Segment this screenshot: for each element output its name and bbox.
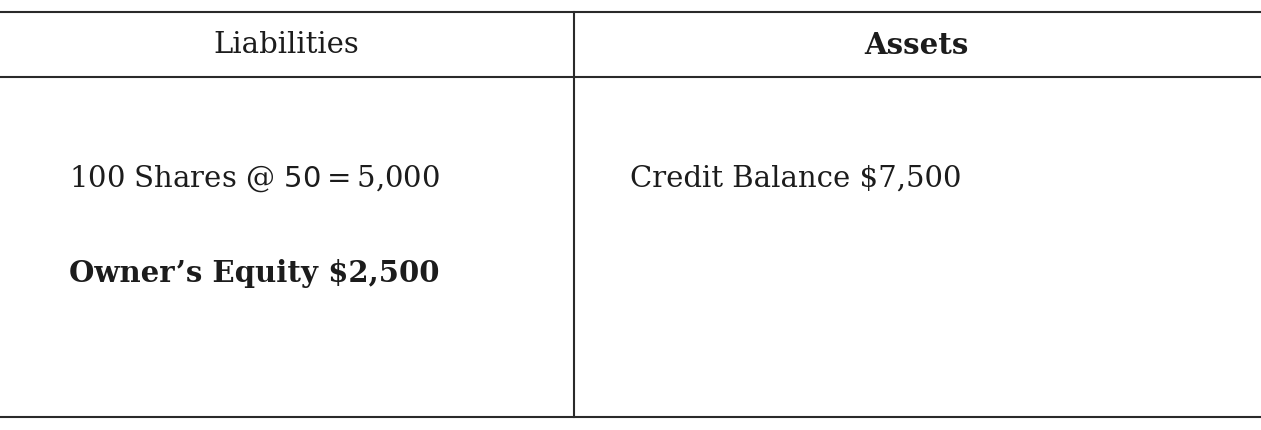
Text: 100 Shares @ $50 = $5,000: 100 Shares @ $50 = $5,000 (69, 163, 440, 194)
Text: Owner’s Equity $2,500: Owner’s Equity $2,500 (69, 258, 440, 288)
Text: Credit Balance $7,500: Credit Balance $7,500 (630, 165, 962, 192)
Text: Assets: Assets (865, 31, 968, 60)
Text: Liabilities: Liabilities (213, 31, 359, 59)
